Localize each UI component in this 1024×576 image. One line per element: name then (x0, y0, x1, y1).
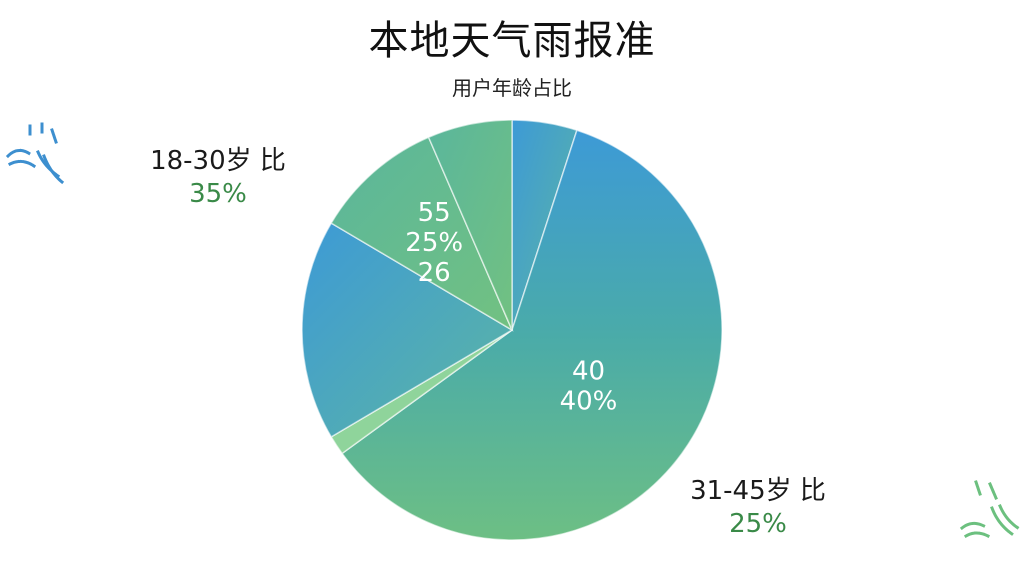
slice-data-label: 55 (418, 198, 451, 228)
pie-slice (341, 129, 723, 541)
slice-data-label: 26 (418, 258, 451, 288)
rain-umbrella-icon (5, 122, 65, 185)
slice-data-label: 25% (405, 228, 463, 258)
slice-data-label: 40 (572, 357, 605, 387)
callout-18-30: 18-30岁 比 35% (128, 144, 308, 210)
pie-slice (301, 222, 514, 438)
callout-31-45: 31-45岁 比 25% (648, 474, 868, 540)
callout-percent: 25% (729, 509, 787, 539)
callout-label: 18-30岁 比 (150, 146, 286, 176)
chart-title: 本地天气雨报准 (368, 18, 656, 64)
pie-slice (427, 119, 513, 331)
rain-umbrella-icon (959, 480, 1021, 539)
pie-slice (330, 136, 514, 332)
chart-subtitle: 用户年龄占比 (452, 76, 572, 100)
callout-label: 31-45岁 比 (690, 476, 826, 506)
slice-data-label: 40% (560, 387, 618, 417)
callout-percent: 35% (189, 179, 247, 209)
